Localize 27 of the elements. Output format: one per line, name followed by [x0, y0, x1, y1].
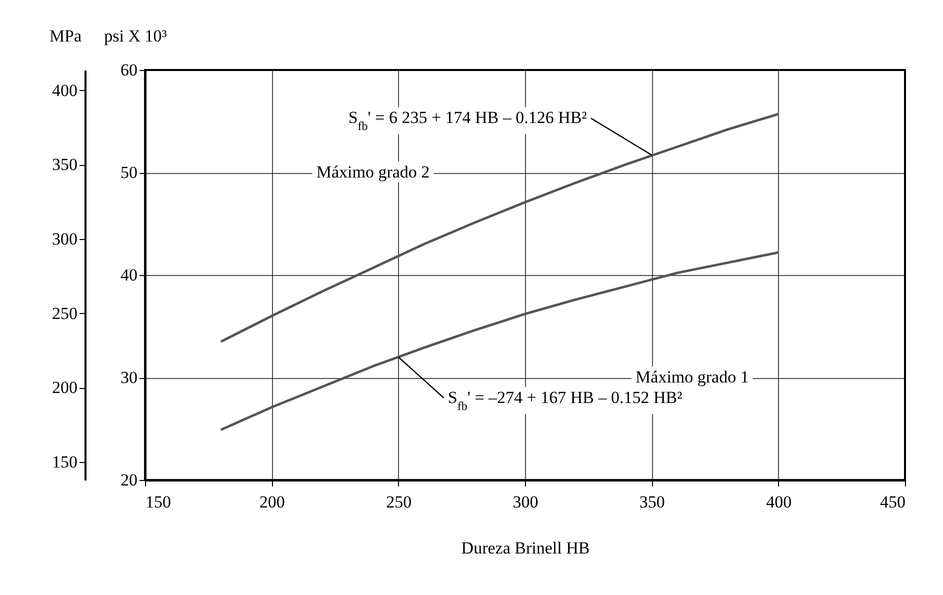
y-axis-title: psi X 10³	[104, 26, 167, 46]
y-tick-label: 60	[120, 60, 138, 80]
annotation: S$_{fb}$' = 6 235 + 174 HB – 0.126 HB²	[348, 108, 587, 134]
x-axis-title: Dureza Brinell HB	[461, 538, 590, 558]
y2-tick-label: 350	[52, 155, 78, 174]
annotation: S$_{fb}$' = –274 + 167 HB – 0.152 HB²	[448, 388, 682, 413]
y2-tick-label: 400	[52, 80, 78, 100]
y2-tick-label: 150	[52, 452, 78, 472]
annotation: Máximo grado 1	[636, 368, 749, 386]
y2-tick-label: 250	[52, 304, 78, 323]
line-series	[220, 251, 780, 432]
annotation: Máximo grado 2	[316, 162, 430, 182]
y-tick-label: 40	[120, 266, 138, 284]
x-tick-label: 450	[880, 492, 906, 512]
y2-tick-label: 200	[52, 378, 78, 398]
y-tick-label: 50	[120, 163, 138, 182]
x-tick-label: 350	[639, 492, 665, 512]
x-tick-label: 300	[512, 492, 538, 512]
y-tick-label: 30	[120, 368, 138, 387]
x-tick-label: 250	[386, 492, 412, 512]
x-tick-label: 200	[259, 492, 285, 512]
y2-tick-label: 300	[52, 230, 78, 249]
x-tick-label: 400	[766, 492, 792, 512]
y-tick-label: 20	[120, 470, 138, 490]
x-tick-label: 150	[146, 492, 171, 512]
line-series	[220, 112, 780, 343]
y2-axis-title: MPa	[49, 26, 82, 46]
